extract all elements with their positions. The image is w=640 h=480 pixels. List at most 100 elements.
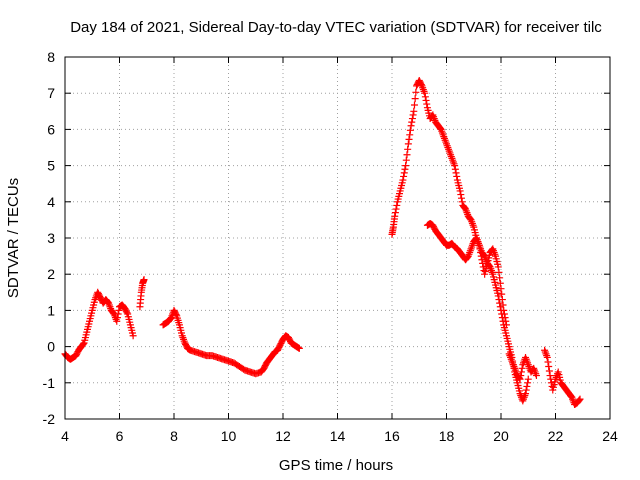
series-segment-5 [423, 220, 510, 329]
data-point [476, 245, 484, 253]
data-point [405, 135, 413, 143]
data-point [488, 268, 496, 276]
data-point [407, 122, 415, 130]
data-point [517, 368, 525, 376]
data-point [442, 138, 450, 146]
data-point [542, 350, 550, 358]
series-segment-3 [159, 306, 303, 378]
x-tick-label: 6 [116, 428, 124, 444]
data-point [455, 184, 463, 192]
data-point [402, 156, 410, 164]
data-point [177, 329, 185, 337]
data-point [172, 310, 180, 318]
y-tick-label: 3 [47, 230, 55, 246]
data-point [233, 361, 241, 369]
y-tick-label: -2 [43, 411, 56, 427]
x-tick-label: 18 [439, 428, 455, 444]
grid-lines [65, 57, 610, 419]
data-point [400, 172, 408, 180]
data-point [114, 310, 122, 318]
data-point [502, 329, 510, 337]
data-point [447, 153, 455, 161]
data-point [79, 340, 87, 348]
data-point [109, 308, 117, 316]
data-point [495, 268, 503, 276]
data-point [95, 291, 103, 299]
data-point [547, 375, 555, 383]
y-tick-label: 7 [47, 85, 55, 101]
data-point [496, 279, 504, 287]
data-point [410, 107, 418, 115]
data-point [521, 391, 529, 399]
x-tick-label: 4 [61, 428, 69, 444]
data-point [485, 251, 493, 259]
data-point [261, 362, 269, 370]
data-point [491, 250, 499, 258]
data-point [404, 145, 412, 153]
data-point [500, 310, 508, 318]
data-point [450, 160, 458, 168]
series-segment-1 [61, 288, 137, 363]
data-point [175, 319, 183, 327]
data-point [409, 111, 417, 119]
y-axis-ticks: -2 -1 0 1 2 3 4 5 6 7 8 [43, 49, 610, 427]
y-tick-label: 6 [47, 121, 55, 137]
data-point [123, 309, 131, 317]
data-point [502, 317, 510, 325]
data-point [406, 131, 414, 139]
data-point [524, 359, 532, 367]
x-tick-label: 12 [275, 428, 291, 444]
series-segment-6 [505, 350, 540, 383]
data-point [417, 79, 425, 87]
data-point [436, 124, 444, 132]
data-point [496, 274, 504, 282]
data-point [408, 118, 416, 126]
data-point [73, 349, 81, 357]
data-point [517, 372, 525, 380]
data-point [90, 298, 98, 306]
data-point [180, 337, 188, 345]
data-point [532, 370, 540, 378]
data-point [566, 391, 574, 399]
data-point [478, 256, 486, 264]
data-point [422, 96, 430, 104]
y-tick-label: 0 [47, 339, 55, 355]
data-point [138, 282, 146, 290]
data-point [504, 340, 512, 348]
data-point [546, 372, 554, 380]
data-point [128, 329, 136, 337]
data-point [479, 259, 487, 267]
data-point [498, 296, 506, 304]
data-point [410, 101, 418, 109]
data-point [554, 370, 562, 378]
data-point [439, 131, 447, 139]
data-point [575, 397, 583, 405]
data-point [103, 297, 111, 305]
data-point [469, 221, 477, 229]
x-tick-label: 22 [548, 428, 564, 444]
data-point [498, 290, 506, 298]
data-point [445, 145, 453, 153]
data-point [402, 162, 410, 170]
data-point [466, 247, 474, 255]
data-point [477, 248, 485, 256]
data-point [412, 88, 420, 96]
data-point [522, 386, 530, 394]
data-point [510, 363, 518, 371]
data-point [400, 169, 408, 177]
x-tick-label: 10 [221, 428, 237, 444]
data-point [122, 307, 130, 315]
data-point [575, 396, 583, 404]
data-point [524, 379, 532, 387]
x-tick-label: 20 [493, 428, 509, 444]
data-point [494, 289, 502, 297]
data-point [115, 306, 123, 314]
y-tick-label: -1 [43, 375, 56, 391]
data-point [475, 239, 483, 247]
y-axis-label: SDTVAR / TECUs [5, 178, 22, 298]
data-point [166, 315, 174, 323]
data-point [238, 364, 246, 372]
data-point [499, 301, 507, 309]
plot-frame [64, 56, 611, 420]
data-point [463, 254, 471, 262]
